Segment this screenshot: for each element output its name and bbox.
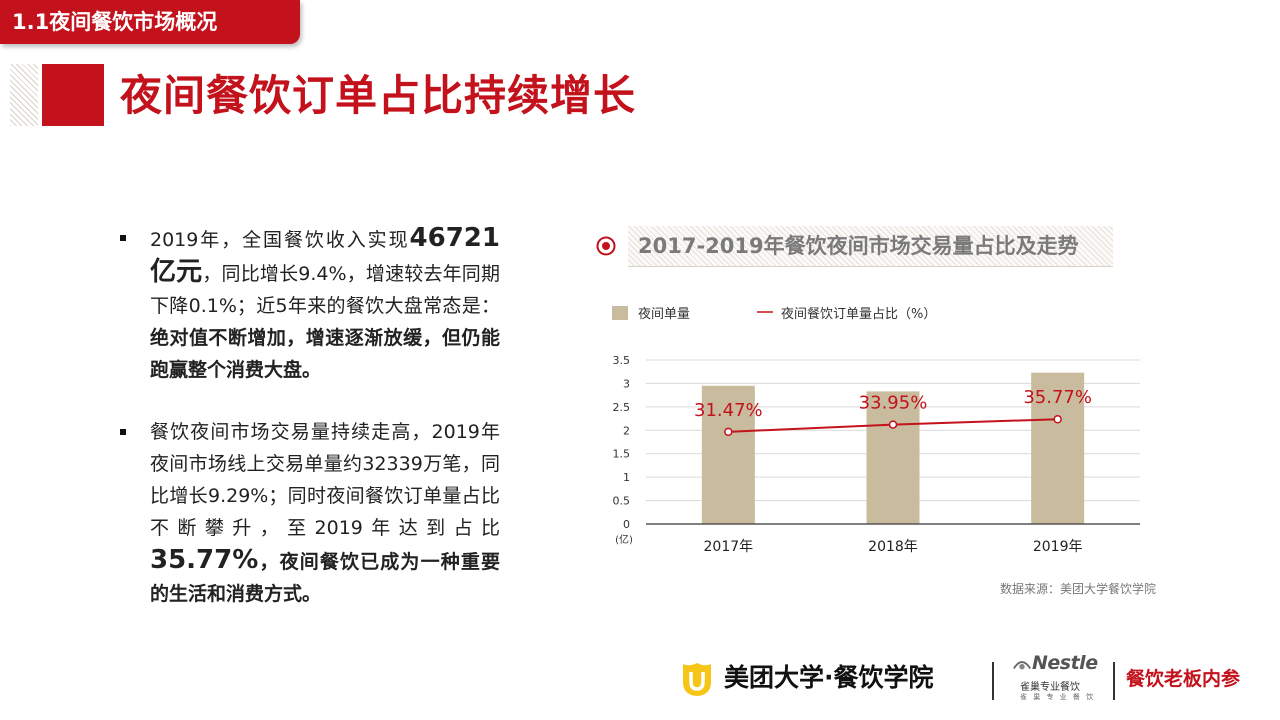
chart-title-bar: 2017-2019年餐饮夜间市场交易量占比及走势 [628, 226, 1113, 267]
y-tick-label: 0 [623, 518, 630, 531]
y-tick-label: 1.5 [613, 448, 631, 461]
line-data-label: 31.47% [694, 400, 763, 421]
y-tick-label: 1 [623, 471, 630, 484]
meituan-university-logo-icon [683, 663, 711, 696]
y-tick-label: 3 [623, 377, 630, 390]
footer-logos: 美团大学·餐饮学院 Nestle 雀巢专业餐饮 雀 巢 专 业 餐 饮 餐饮老板… [0, 650, 1280, 710]
footer-divider [992, 662, 994, 700]
bullet-highlight: 46721亿元 [150, 223, 500, 287]
data-source-note: 数据来源：美团大学餐饮学院 [1000, 582, 1157, 596]
nestle-brand-text: Nestle [1032, 652, 1098, 674]
bullet-emphasis: 绝对值不断增加，增速逐渐放缓，但仍能跑赢整个消费大盘。 [150, 327, 500, 381]
legend-swatch-bar [612, 306, 628, 320]
chart-title: 2017-2019年餐饮夜间市场交易量占比及走势 [638, 234, 1079, 258]
bullet-emphasis: ，夜间餐饮已成为一种重要的生活和消费方式。 [150, 551, 500, 605]
bar [701, 385, 755, 524]
bullet-item: 2019年，全国餐饮收入实现46721亿元，同比增长9.4%，增速较去年同期下降… [120, 222, 500, 386]
line-point [888, 420, 898, 429]
y-tick-label: 2.5 [613, 401, 631, 414]
bar [866, 391, 920, 524]
nestle-nest-icon [1013, 661, 1031, 670]
line-point [1053, 414, 1062, 424]
title-red-block [42, 64, 104, 126]
legend-label-line: 夜间餐饮订单量占比（%） [781, 306, 936, 322]
x-tick-label: 2017年 [704, 539, 754, 555]
x-tick-label: 2019年 [1033, 539, 1083, 555]
y-unit-label: (亿) [615, 533, 633, 546]
x-tick-label: 2018年 [868, 539, 918, 555]
section-tab: 1.1夜间餐饮市场概况 [0, 0, 300, 44]
bullet-text: 2019年，全国餐饮收入实现 [150, 229, 410, 251]
nestle-professional-logo: Nestle 雀巢专业餐饮 雀 巢 专 业 餐 饮 [1012, 650, 1108, 710]
page-title: 夜间餐饮订单占比持续增长 [120, 71, 637, 120]
bullet-list: 2019年，全国餐饮收入实现46721亿元，同比增长9.4%，增速较去年同期下降… [120, 222, 500, 610]
footer-divider [1113, 662, 1115, 700]
y-tick-label: 2 [623, 424, 630, 437]
target-icon [596, 236, 616, 256]
nestle-sub-text-small: 雀 巢 专 业 餐 饮 [1020, 693, 1096, 701]
title-hatch-decoration [10, 64, 38, 126]
nestle-sub-text: 雀巢专业餐饮 [1020, 682, 1080, 693]
bullet-highlight: 35.77% [150, 545, 259, 575]
meituan-university-logo-text: 美团大学·餐饮学院 [724, 663, 934, 692]
bullet-item: 餐饮夜间市场交易量持续走高，2019年夜间市场线上交易单量约32339万笔，同比… [120, 416, 500, 610]
combo-chart: 夜间单量 夜间餐饮订单量占比（%） 0 0.5 1 1.5 2 2.5 3 3.5 (亿) 2017年… [612, 306, 1140, 555]
y-tick-label: 0.5 [613, 495, 631, 508]
bullet-text: ，同比增长9.4%，增速较去年同期下降0.1%；近5年来的餐饮大盘常态是： [150, 263, 500, 317]
line-data-label: 33.95% [859, 393, 928, 414]
bullet-marker [120, 235, 126, 241]
bar [1031, 372, 1085, 524]
bullet-text: 餐饮夜间市场交易量持续走高，2019年夜间市场线上交易单量约32339万笔，同比… [150, 421, 500, 539]
legend-label-bar: 夜间单量 [638, 307, 690, 322]
y-tick-label: 3.5 [613, 354, 631, 367]
line-point [724, 427, 733, 437]
boss-logo-text: 餐饮老板内参 [1126, 668, 1241, 690]
line-data-label: 35.77% [1023, 387, 1092, 408]
bullet-marker [120, 429, 126, 435]
